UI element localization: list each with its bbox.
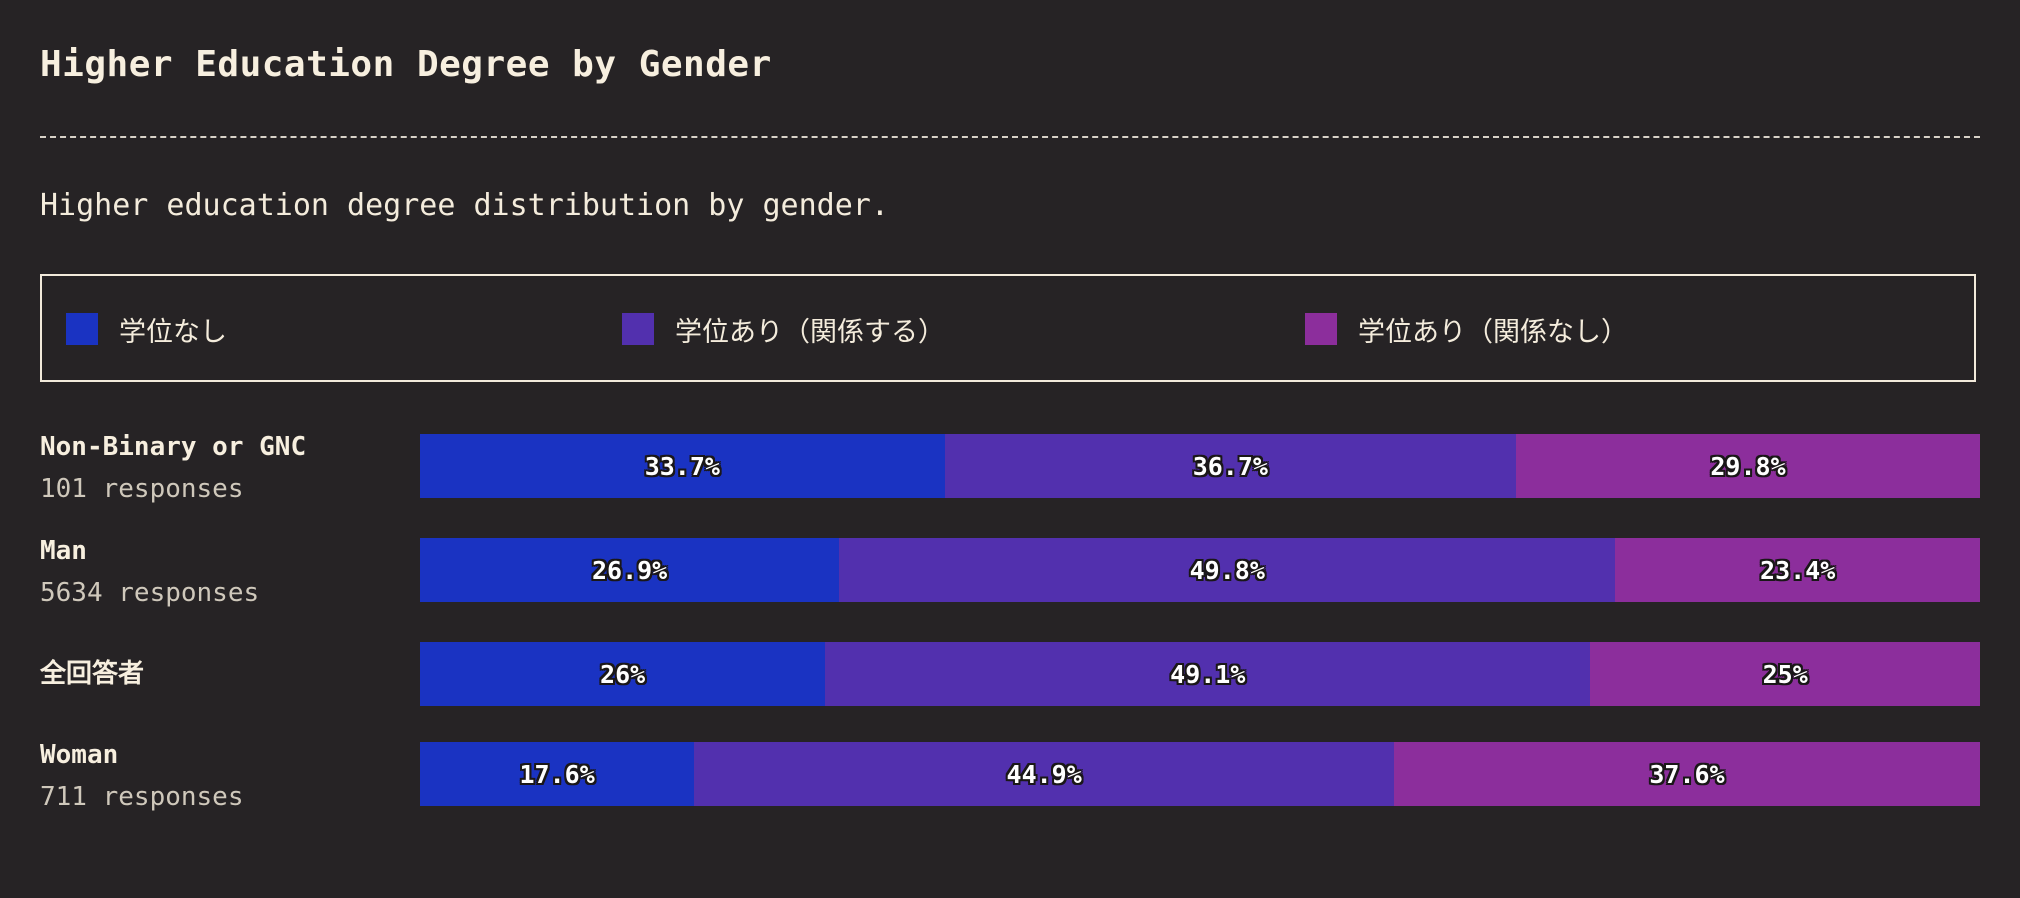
row-name: 全回答者 (40, 659, 145, 689)
segment-degree-related[interactable]: 44.9% (694, 742, 1395, 806)
chart-title: Higher Education Degree by Gender (40, 44, 772, 85)
row-label-all-respondents: 全回答者 (40, 657, 144, 691)
row-name: Man (40, 536, 87, 566)
segment-degree-unrelated[interactable]: 37.6% (1394, 742, 1980, 806)
segment-value-label: 49.1% (1170, 659, 1246, 689)
legend-swatch-degree-unrelated (1305, 313, 1337, 345)
segment-no-degree[interactable]: 26% (420, 642, 826, 706)
segment-value-label: 26.9% (591, 555, 668, 585)
segment-degree-unrelated[interactable]: 29.8% (1516, 434, 1980, 498)
row-label-man: Man 5634 responses (40, 534, 259, 610)
segment-degree-related[interactable]: 49.8% (839, 538, 1616, 602)
segment-no-degree[interactable]: 33.7% (420, 434, 945, 498)
segment-degree-related[interactable]: 49.1% (825, 642, 1591, 706)
segment-value-label: 49.8% (1189, 555, 1265, 585)
row-label-non-binary: Non-Binary or GNC 101 responses (40, 430, 306, 506)
row-label-woman: Woman 711 responses (40, 738, 244, 814)
legend-item-no-degree[interactable]: 学位なし (66, 312, 227, 348)
bar-row: 26% 49.1% 25% (420, 642, 1980, 706)
segment-degree-unrelated[interactable]: 25% (1590, 642, 1980, 706)
row-responses: 711 responses (40, 782, 244, 812)
segment-no-degree[interactable]: 17.6% (420, 742, 695, 806)
row-name: Woman (40, 740, 119, 770)
legend-label-degree-unrelated: 学位あり（関係なし） (1358, 316, 1628, 348)
segment-value-label: 29.8% (1710, 451, 1786, 481)
segment-value-label: 25% (1762, 659, 1808, 689)
segment-no-degree[interactable]: 26.9% (420, 538, 840, 602)
segment-value-label: 44.9% (1006, 759, 1082, 789)
legend-item-degree-unrelated[interactable]: 学位あり（関係なし） (1305, 312, 1628, 348)
row-responses: 5634 responses (40, 578, 260, 608)
segment-value-label: 37.6% (1649, 759, 1725, 789)
legend-swatch-degree-related (622, 313, 654, 345)
legend-label-degree-related: 学位あり（関係する） (675, 316, 945, 348)
legend-label-no-degree: 学位なし (119, 316, 227, 348)
segment-value-label: 17.6% (519, 759, 595, 789)
legend-swatch-no-degree (66, 313, 98, 345)
chart-subtitle: Higher education degree distribution by … (40, 188, 889, 223)
segment-value-label: 33.7% (644, 451, 720, 481)
segment-value-label: 36.7% (1192, 451, 1268, 481)
row-name: Non-Binary or GNC (40, 432, 307, 462)
bar-row: 33.7% 36.7% 29.8% (420, 434, 1980, 498)
bar-row: 17.6% 44.9% 37.6% (420, 742, 1980, 806)
row-responses: 101 responses (40, 474, 244, 504)
legend: 学位なし 学位あり（関係する） 学位あり（関係なし） (40, 274, 1976, 382)
segment-degree-unrelated[interactable]: 23.4% (1615, 538, 1980, 602)
segment-value-label: 26% (600, 659, 646, 689)
title-divider (40, 136, 1980, 138)
legend-item-degree-related[interactable]: 学位あり（関係する） (622, 312, 945, 348)
segment-degree-related[interactable]: 36.7% (944, 434, 1517, 498)
bar-row: 26.9% 49.8% 23.4% (420, 538, 1980, 602)
segment-value-label: 23.4% (1760, 555, 1836, 585)
